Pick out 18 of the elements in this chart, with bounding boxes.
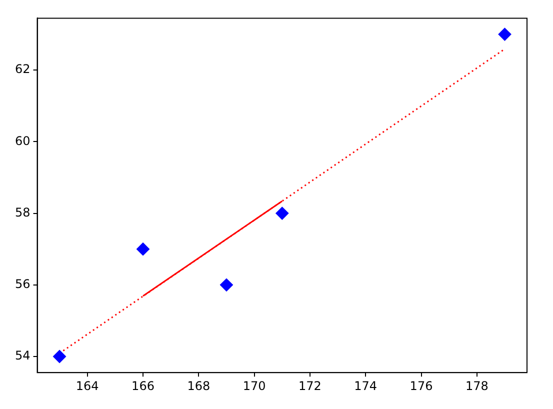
x-tick-label: 178 xyxy=(465,378,488,393)
y-tick-label: 58 xyxy=(14,205,30,220)
point xyxy=(53,350,66,363)
x-tick-label: 174 xyxy=(354,378,378,393)
x-tick-label: 170 xyxy=(242,378,266,393)
x-tick-label: 172 xyxy=(298,378,322,393)
x-tick-label: 166 xyxy=(132,378,154,393)
y-tick-label: 62 xyxy=(14,62,30,76)
x-tick-label: 168 xyxy=(187,378,210,393)
point xyxy=(276,206,289,220)
x-tick-label: 164 xyxy=(76,378,99,393)
point xyxy=(136,242,150,256)
point xyxy=(498,28,512,41)
x-tick-label: 176 xyxy=(410,378,433,393)
y-tick-label: 56 xyxy=(14,277,30,292)
y-tick-label: 54 xyxy=(14,348,30,363)
point xyxy=(220,278,233,292)
y-tick-label: 60 xyxy=(14,134,30,148)
